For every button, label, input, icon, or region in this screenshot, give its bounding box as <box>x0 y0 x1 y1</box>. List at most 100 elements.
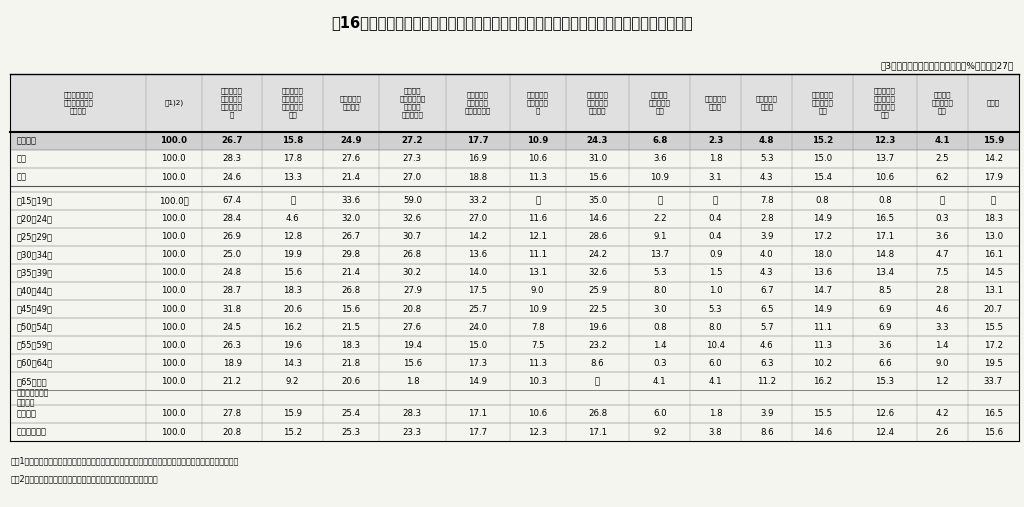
Text: 0.8: 0.8 <box>816 196 829 205</box>
Text: 家族の転
職・転居の
ため: 家族の転 職・転居の ため <box>932 91 953 114</box>
Text: 19.6: 19.6 <box>588 322 607 332</box>
Text: 計1)2): 計1)2) <box>164 99 183 106</box>
Text: 11.3: 11.3 <box>813 341 833 350</box>
Text: 介護・看護
のため: 介護・看護 のため <box>705 95 727 110</box>
Text: 27.0: 27.0 <box>468 214 487 223</box>
Text: 33.6: 33.6 <box>341 196 360 205</box>
Text: 19.6: 19.6 <box>284 341 302 350</box>
Text: 6.9: 6.9 <box>878 305 892 313</box>
Text: 67.4: 67.4 <box>222 196 242 205</box>
Text: 男: 男 <box>17 155 27 163</box>
Text: 8.0: 8.0 <box>653 286 667 296</box>
Text: 人間関係が
うまくいか
なかったから: 人間関係が うまくいか なかったから <box>465 91 490 114</box>
Text: 100.0: 100.0 <box>162 286 186 296</box>
Text: 21.2: 21.2 <box>222 377 242 386</box>
Text: －: － <box>290 196 295 205</box>
Text: 12.3: 12.3 <box>528 427 547 437</box>
Text: 4.2: 4.2 <box>936 410 949 418</box>
Text: 3.9: 3.9 <box>760 410 773 418</box>
Text: 15.0: 15.0 <box>813 155 833 163</box>
Text: 1.4: 1.4 <box>936 341 949 350</box>
Text: 23.2: 23.2 <box>588 341 607 350</box>
Text: 31.0: 31.0 <box>588 155 607 163</box>
Text: 100.0: 100.0 <box>162 410 186 418</box>
Text: 8.0: 8.0 <box>709 322 723 332</box>
Text: 6.6: 6.6 <box>878 359 892 368</box>
Text: 10.9: 10.9 <box>650 172 670 182</box>
Text: その他: その他 <box>987 99 999 106</box>
Text: 2.8: 2.8 <box>760 214 773 223</box>
Text: 11.1: 11.1 <box>813 322 833 332</box>
Text: 14.9: 14.9 <box>468 377 487 386</box>
Text: 21.8: 21.8 <box>341 359 360 368</box>
Text: 25.0: 25.0 <box>222 250 242 259</box>
Text: 3.1: 3.1 <box>709 172 723 182</box>
Text: 9.0: 9.0 <box>531 286 545 296</box>
Text: －: － <box>713 196 718 205</box>
Text: 14.6: 14.6 <box>813 427 833 437</box>
Text: 10.9: 10.9 <box>527 136 548 146</box>
Text: 27.2: 27.2 <box>401 136 423 146</box>
Text: 13.1: 13.1 <box>528 268 547 277</box>
Text: 17.1: 17.1 <box>876 232 894 241</box>
Text: 13.6: 13.6 <box>468 250 487 259</box>
Text: 1.8: 1.8 <box>709 410 723 418</box>
Text: 100.0: 100.0 <box>162 155 186 163</box>
Text: 労働条件
（賃金以外）
がよくな
かったから: 労働条件 （賃金以外） がよくな かったから <box>399 87 426 118</box>
Text: 28.3: 28.3 <box>402 410 422 418</box>
Text: 2.3: 2.3 <box>708 136 723 146</box>
Text: 14.2: 14.2 <box>984 155 1002 163</box>
Text: 15.6: 15.6 <box>588 172 607 182</box>
Text: 26.3: 26.3 <box>222 341 242 350</box>
Text: 16.9: 16.9 <box>468 155 487 163</box>
Text: 1.2: 1.2 <box>936 377 949 386</box>
Text: 9.1: 9.1 <box>653 232 667 241</box>
Text: 13.1: 13.1 <box>984 286 1002 296</box>
Text: 26.9: 26.9 <box>222 232 242 241</box>
Text: 1.8: 1.8 <box>406 377 419 386</box>
Text: 24.3: 24.3 <box>587 136 608 146</box>
Text: 4.0: 4.0 <box>760 250 773 259</box>
Text: 100.0: 100.0 <box>162 427 186 437</box>
Text: 17.7: 17.7 <box>468 427 487 437</box>
Text: 病気・怪我
のため: 病気・怪我 のため <box>756 95 777 110</box>
Text: 26.8: 26.8 <box>341 286 360 296</box>
Text: 12.8: 12.8 <box>284 232 302 241</box>
Text: 3.6: 3.6 <box>936 232 949 241</box>
Text: 11.6: 11.6 <box>528 214 547 223</box>
Text: 27.9: 27.9 <box>402 286 422 296</box>
Text: 5.3: 5.3 <box>760 155 773 163</box>
Text: 17.2: 17.2 <box>813 232 833 241</box>
Text: 24.9: 24.9 <box>340 136 361 146</box>
Text: 14.3: 14.3 <box>284 359 302 368</box>
Text: 30～34歳: 30～34歳 <box>17 250 53 259</box>
Text: 25.9: 25.9 <box>588 286 607 296</box>
Text: 16.2: 16.2 <box>813 377 833 386</box>
Text: 26.7: 26.7 <box>221 136 243 146</box>
Text: 30.7: 30.7 <box>402 232 422 241</box>
Text: 33.7: 33.7 <box>984 377 1002 386</box>
Text: 会社の将来
に不安を感
じたから: 会社の将来 に不安を感 じたから <box>587 91 608 114</box>
Text: 3.0: 3.0 <box>653 305 667 313</box>
Text: 7.5: 7.5 <box>936 268 949 277</box>
Text: 22.5: 22.5 <box>588 305 607 313</box>
Text: 4.1: 4.1 <box>709 377 723 386</box>
Text: 15.5: 15.5 <box>984 322 1002 332</box>
Text: いろいろな
会社で経験
を積みたい
から: いろいろな 会社で経験 を積みたい から <box>873 87 896 118</box>
Text: 0.3: 0.3 <box>653 359 667 368</box>
Text: 28.4: 28.4 <box>222 214 242 223</box>
Text: 10.9: 10.9 <box>528 305 547 313</box>
Text: 4.1: 4.1 <box>935 136 950 146</box>
Text: 10.3: 10.3 <box>528 377 547 386</box>
Text: 100.0: 100.0 <box>162 214 186 223</box>
Text: －: － <box>991 196 996 205</box>
Text: 17.8: 17.8 <box>284 155 302 163</box>
Text: 16.1: 16.1 <box>984 250 1002 259</box>
Text: 18.8: 18.8 <box>468 172 487 182</box>
Text: 5.3: 5.3 <box>653 268 667 277</box>
Text: 賃金が低か
ったから: 賃金が低か ったから <box>340 95 361 110</box>
Text: 12.4: 12.4 <box>876 427 894 437</box>
Text: 14.9: 14.9 <box>813 214 833 223</box>
Text: 3.6: 3.6 <box>878 341 892 350</box>
Text: 25.3: 25.3 <box>341 427 360 437</box>
